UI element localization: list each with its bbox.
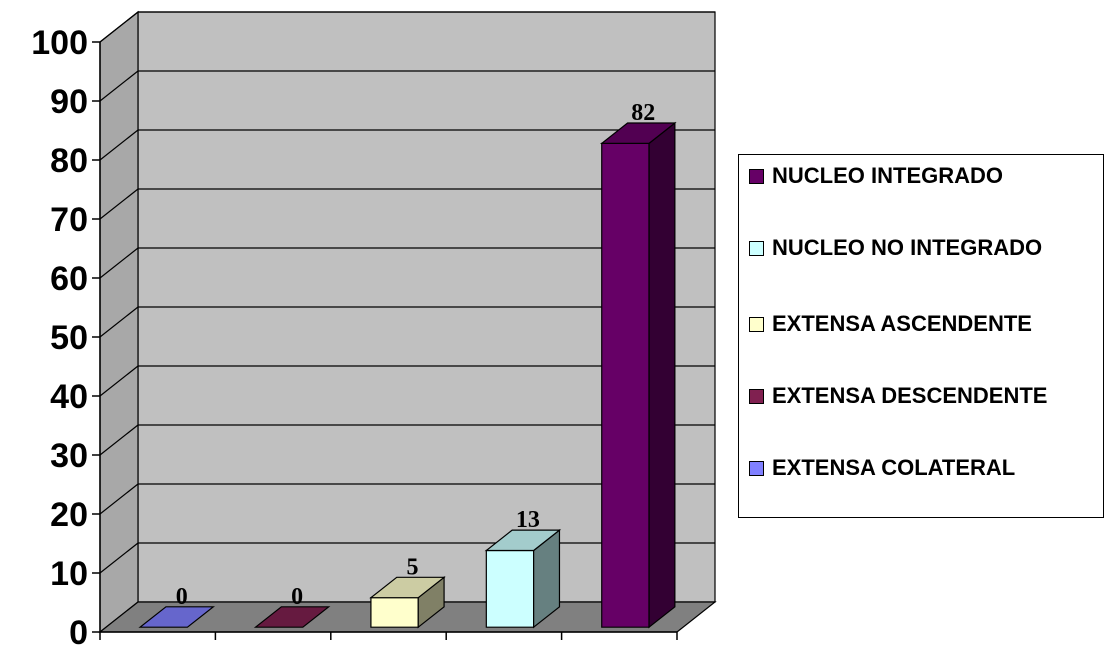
- gridline-side: [99, 247, 139, 279]
- legend-label: EXTENSA COLATERAL: [772, 455, 1016, 480]
- bar-front: [370, 597, 419, 628]
- bar-top: [369, 576, 446, 599]
- y-tick-label: 40: [50, 378, 88, 416]
- data-labels: 0 0 5 13 82: [176, 100, 656, 610]
- gridline-side: [99, 11, 139, 43]
- gridline-side: [99, 70, 139, 102]
- data-label: 82: [631, 100, 655, 126]
- bar-top: [138, 606, 216, 628]
- legend-label: EXTENSA ASCENDENTE: [772, 311, 1032, 336]
- legend-swatch: [749, 169, 764, 184]
- y-tick-label: 70: [50, 201, 88, 239]
- bar-top: [253, 606, 331, 628]
- y-tick-label: 100: [31, 24, 88, 62]
- legend-swatch: [749, 461, 764, 476]
- y-tick-label: 30: [50, 437, 88, 475]
- bar-top: [484, 529, 562, 552]
- legend-label: NUCLEO NO INTEGRADO: [772, 235, 1043, 260]
- bar: [484, 528, 562, 629]
- legend-label: NUCLEO INTEGRADO: [772, 163, 1003, 188]
- y-tick-label: 10: [50, 555, 88, 593]
- gridline-side: [99, 542, 139, 574]
- legend-item: NUCLEO INTEGRADO: [749, 163, 1099, 189]
- y-tick-label: 20: [50, 496, 88, 534]
- legend-swatch: [749, 317, 764, 332]
- gridline-side: [99, 188, 139, 220]
- gridline-side: [99, 129, 139, 161]
- legend: NUCLEO INTEGRADO NUCLEO NO INTEGRADO EXT…: [738, 154, 1104, 518]
- bar-side: [648, 121, 676, 629]
- bar: [369, 576, 446, 629]
- legend-item: EXTENSA COLATERAL: [749, 455, 1099, 481]
- legend-item: EXTENSA ASCENDENTE: [749, 311, 1099, 337]
- data-label: 5: [407, 554, 419, 580]
- data-label: 0: [291, 584, 303, 610]
- y-tick-label: 90: [50, 83, 88, 121]
- legend-swatch: [749, 241, 764, 256]
- bar-front: [485, 549, 535, 628]
- legend-item: EXTENSA DESCENDENTE: [749, 383, 1099, 409]
- gridline-side: [99, 483, 139, 515]
- y-tick-label: 0: [69, 614, 88, 646]
- bar-front: [601, 142, 650, 628]
- gridline-side: [99, 424, 139, 456]
- legend-item: NUCLEO NO INTEGRADO: [749, 235, 1099, 261]
- y-tick-label: 60: [50, 260, 88, 298]
- data-label: 0: [176, 584, 188, 610]
- bar: [138, 606, 216, 628]
- bar-top: [599, 122, 677, 144]
- legend-label: EXTENSA DESCENDENTE: [772, 383, 1048, 408]
- bar: [253, 606, 331, 628]
- gridline-side: [99, 365, 139, 397]
- gridline-side: [99, 306, 139, 338]
- bar: [599, 121, 677, 629]
- data-label: 13: [516, 507, 540, 533]
- y-tick-label: 80: [50, 142, 88, 180]
- bars: [138, 121, 677, 629]
- legend-swatch: [749, 389, 764, 404]
- y-tick-label: 50: [50, 319, 88, 357]
